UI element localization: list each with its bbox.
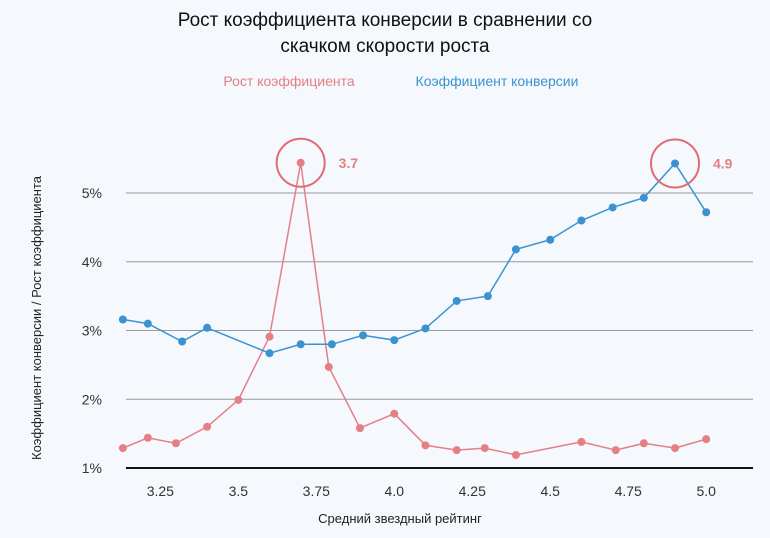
series — [118, 158, 711, 459]
data-point — [171, 439, 180, 448]
data-point — [118, 315, 127, 324]
data-point — [546, 235, 555, 244]
chart-title-line-2: скачком скорости роста — [280, 36, 490, 57]
y-axis-label: Коэффициент конверсии / Рост коэффициент… — [29, 175, 44, 460]
annotation-circle — [650, 138, 701, 189]
y-tick-label: 3% — [82, 323, 102, 339]
x-axis-ticks: 3.25 3.5 3.75 4.0 4.25 4.5 4.75 5.0 — [147, 483, 716, 499]
data-point — [296, 340, 305, 349]
legend-item-conversion[interactable]: Коэффициент конверсии — [416, 73, 579, 89]
series-line — [122, 162, 707, 456]
data-point — [203, 323, 212, 332]
data-point — [143, 319, 152, 328]
data-point — [639, 193, 648, 202]
annotation-label: 4.9 — [713, 155, 733, 171]
x-tick-label: 4.0 — [385, 483, 405, 499]
grid — [126, 192, 753, 469]
data-point — [608, 203, 617, 212]
data-point — [639, 439, 648, 448]
annotation-label: 3.7 — [339, 155, 359, 171]
series-1 — [118, 159, 711, 358]
x-tick-label: 4.25 — [459, 483, 486, 499]
x-tick-label: 4.5 — [541, 483, 561, 499]
data-point — [483, 292, 492, 301]
data-point — [452, 296, 461, 305]
y-axis-ticks: 1% 2% 3% 4% 5% — [82, 185, 102, 476]
annotation-circle — [275, 137, 326, 188]
data-point — [390, 409, 399, 418]
data-point — [702, 435, 711, 444]
y-tick-label: 1% — [82, 460, 102, 476]
data-point — [359, 331, 368, 340]
data-point — [480, 444, 489, 453]
data-point — [671, 159, 680, 168]
data-point — [577, 216, 586, 225]
data-point — [611, 446, 620, 455]
legend: Рост коэффициента Коэффициент конверсии — [223, 73, 578, 89]
data-point — [577, 437, 586, 446]
data-point — [702, 208, 711, 217]
series-0 — [118, 158, 711, 459]
data-point — [324, 362, 333, 371]
legend-item-growth[interactable]: Рост коэффициента — [223, 73, 354, 89]
data-point — [143, 433, 152, 442]
x-axis-label: Средний звездный рейтинг — [318, 511, 482, 526]
data-point — [421, 324, 430, 333]
data-point — [265, 349, 274, 358]
data-point — [511, 450, 520, 459]
y-tick-label: 2% — [82, 391, 102, 407]
data-point — [265, 332, 274, 341]
data-point — [296, 158, 305, 167]
data-point — [203, 422, 212, 431]
x-tick-label: 3.75 — [303, 483, 330, 499]
y-tick-label: 4% — [82, 254, 102, 270]
data-point — [327, 340, 336, 349]
data-point — [355, 424, 364, 433]
x-tick-label: 3.25 — [147, 483, 174, 499]
y-tick-label: 5% — [82, 185, 102, 201]
data-point — [178, 337, 187, 346]
data-point — [452, 446, 461, 455]
data-point — [511, 245, 520, 254]
x-tick-label: 3.5 — [229, 483, 249, 499]
data-point — [421, 441, 430, 450]
chart-title-line-1: Рост коэффициента конверсии в сравнении … — [178, 10, 592, 31]
data-point — [390, 336, 399, 345]
data-point — [234, 395, 243, 404]
x-tick-label: 5.0 — [696, 483, 716, 499]
annotations: 3.7 4.9 — [275, 137, 733, 189]
x-tick-label: 4.75 — [615, 483, 642, 499]
series-line — [122, 162, 707, 354]
data-point — [671, 444, 680, 453]
data-point — [118, 444, 127, 453]
